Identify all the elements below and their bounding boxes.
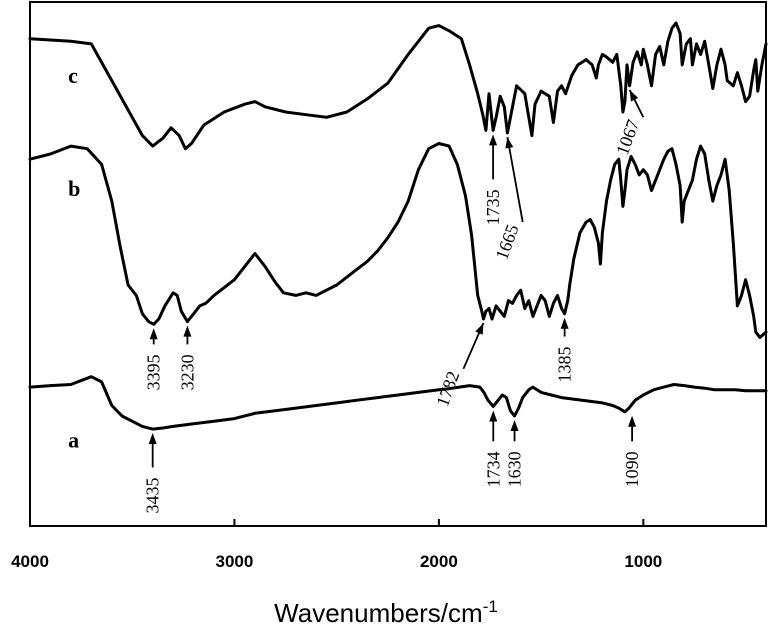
peak-annotation-1067: 1067 — [612, 89, 645, 158]
peak-label: 3230 — [177, 354, 197, 390]
peak-annotation-1735: 1735 — [483, 134, 503, 225]
peak-label: 1385 — [555, 347, 575, 383]
curve-label-c: c — [68, 63, 78, 88]
x-tick-label-1000: 1000 — [624, 552, 662, 571]
arrow-head — [628, 415, 637, 427]
arrow-head — [475, 323, 484, 335]
peak-label: 1630 — [505, 451, 525, 487]
arrow-shaft — [506, 136, 524, 223]
series-b-line — [28, 142, 768, 339]
arrow-head — [149, 328, 158, 340]
series-layer — [28, 21, 768, 431]
x-axis-title: Wavenumbers/cm-1 — [274, 597, 498, 628]
arrow-head — [489, 410, 498, 422]
arrow-head — [629, 89, 639, 102]
series-c-line — [28, 21, 768, 151]
curve-label-b: b — [68, 176, 80, 201]
peak-label: 1067 — [612, 117, 643, 158]
peak-label: 1782 — [432, 368, 463, 409]
arrow-head — [510, 419, 519, 431]
x-tick-label-4000: 4000 — [11, 552, 49, 571]
arrow-head — [489, 134, 498, 146]
x-tick-label-2000: 2000 — [420, 552, 458, 571]
peak-annotation-1782: 1782 — [432, 322, 485, 409]
peak-label: 1665 — [492, 222, 523, 263]
curve-label-a: a — [68, 427, 79, 452]
peak-label: 1090 — [622, 451, 642, 487]
peak-annotation-1090: 1090 — [622, 415, 642, 487]
arrow-head — [183, 325, 192, 337]
x-tick-label-3000: 3000 — [216, 552, 254, 571]
plot-frame — [29, 1, 767, 527]
arrow-head — [505, 137, 514, 149]
peak-annotation-3435: 3435 — [143, 433, 163, 514]
peak-annotation-1734: 1734 — [483, 410, 503, 487]
arrow-head — [148, 433, 157, 445]
arrow-head — [560, 317, 569, 329]
peak-annotation-3230: 3230 — [177, 325, 197, 390]
peak-label: 1735 — [483, 189, 503, 225]
curve-labels: c b a — [68, 63, 80, 452]
peak-label: 3435 — [143, 478, 163, 514]
series-a-line — [28, 375, 768, 431]
peak-label: 3395 — [144, 354, 164, 390]
x-axis: 4000 3000 2000 1000 — [11, 519, 662, 571]
peak-annotation-1630: 1630 — [505, 419, 525, 487]
peak-annotation-1385: 1385 — [555, 317, 575, 383]
peak-label: 1734 — [483, 451, 503, 487]
peak-annotation-3395: 3395 — [144, 328, 164, 390]
